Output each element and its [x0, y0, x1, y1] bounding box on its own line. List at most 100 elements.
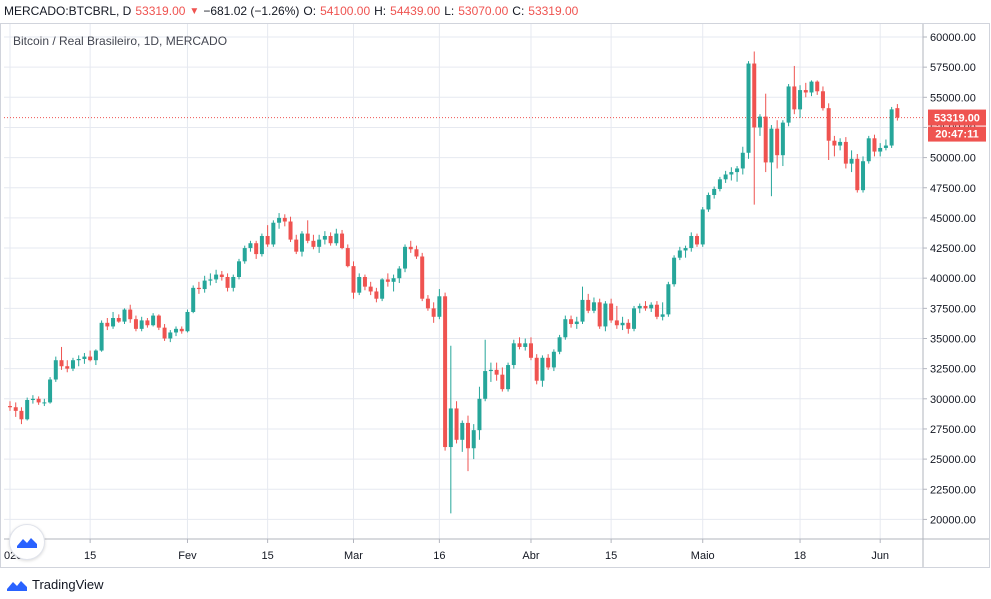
candle-body	[466, 422, 470, 449]
candle-body	[174, 328, 179, 333]
candle-body	[763, 116, 768, 163]
x-tick-label: Fev	[178, 550, 197, 562]
candle-body	[151, 315, 156, 326]
footer-brand[interactable]: TradingView	[32, 577, 104, 592]
candle-body	[380, 279, 385, 299]
candle-body	[93, 350, 98, 361]
candle-body	[775, 128, 780, 156]
candle-body	[666, 284, 671, 315]
candle-body	[53, 360, 58, 380]
candle-body	[769, 128, 774, 163]
tradingview-logo-icon[interactable]	[6, 578, 28, 592]
candle-body	[569, 319, 574, 325]
candle-body	[25, 400, 30, 420]
x-tick-label: Maio	[691, 550, 715, 562]
candle-body	[156, 315, 161, 328]
chart-area[interactable]: 020 15 Fev 15 Mar 16 Abr 15 Maio 18 Jun 60000.00 575…	[0, 23, 991, 568]
candle-body	[259, 235, 264, 255]
y-tick-label: 55000.00	[930, 92, 976, 104]
x-tick-label: 15	[605, 550, 617, 562]
candle-body	[649, 304, 654, 309]
y-tick-label: 47500.00	[930, 183, 976, 195]
candle-body	[832, 140, 837, 146]
candle-body	[803, 90, 808, 93]
candle-body	[683, 248, 688, 251]
candle-body	[677, 250, 682, 258]
candle-body	[843, 141, 848, 164]
x-tick-label: 15	[262, 550, 274, 562]
candle-body	[740, 152, 745, 169]
candle-body	[88, 356, 93, 361]
candle-body	[237, 261, 241, 277]
y-tick-label: 45000.00	[930, 213, 976, 225]
candlestick-chart[interactable]: 020 15 Fev 15 Mar 16 Abr 15 Maio 18 Jun60000.00575…	[0, 23, 991, 568]
candle-body	[282, 217, 287, 222]
candle-body	[494, 369, 499, 375]
candle-body	[471, 430, 476, 449]
tradingview-badge-glyph	[17, 538, 37, 548]
candle-body	[609, 303, 614, 321]
candle-body	[597, 302, 602, 327]
candle-body	[660, 314, 665, 317]
candle-body	[162, 327, 167, 339]
candle-body	[700, 209, 705, 245]
y-tick-label: 57500.00	[930, 62, 976, 74]
open-value: 54100.00	[320, 4, 371, 18]
x-tick-label: Jun	[871, 550, 889, 562]
candle-body	[65, 366, 70, 369]
last-price: 53319.00	[135, 4, 186, 18]
candle-body	[397, 268, 402, 279]
candle-body	[299, 233, 304, 252]
candle-body	[517, 343, 522, 347]
candle-body	[357, 276, 362, 293]
candle-body	[792, 86, 797, 110]
candle-body	[735, 168, 740, 173]
symbol-header: MERCADO:BTCBRL, D 53319.00 ▼ −681.02 (−1…	[4, 3, 578, 19]
candle-body	[488, 369, 493, 372]
candle-body	[311, 240, 316, 247]
y-tick-label: 37500.00	[930, 303, 976, 315]
y-tick-label: 25000.00	[930, 454, 976, 466]
candle-body	[483, 371, 488, 399]
last-price-label-bg	[928, 109, 986, 126]
candle-body	[139, 320, 144, 329]
symbol-name[interactable]: MERCADO:BTCBRL, D	[4, 4, 132, 18]
candle-body	[528, 343, 533, 358]
candle-body	[368, 286, 373, 292]
candle-body	[849, 158, 854, 164]
candle-body	[105, 322, 110, 327]
candle-body	[746, 63, 751, 153]
tradingview-badge-icon[interactable]	[9, 524, 45, 560]
x-tick-label: 16	[433, 550, 445, 562]
candle-body	[672, 257, 677, 285]
candle-body	[202, 280, 207, 290]
candle-body	[614, 320, 619, 326]
x-tick-label: 15	[84, 550, 96, 562]
candle-body	[443, 296, 448, 448]
candle-body	[19, 410, 24, 420]
candle-body	[729, 172, 734, 175]
candle-body	[809, 81, 814, 93]
candle-body	[191, 287, 196, 312]
low-label: L:	[444, 4, 455, 18]
price-change: −681.02 (−1.26%)	[203, 4, 300, 18]
candle-body	[317, 239, 322, 247]
candle-body	[637, 305, 642, 309]
candle-body	[706, 194, 711, 210]
candle-body	[76, 359, 81, 361]
candle-body	[546, 357, 551, 368]
candle-body	[403, 246, 408, 269]
candle-body	[506, 365, 511, 390]
last-price-label: 53319.00	[934, 113, 980, 125]
candle-body	[878, 147, 883, 152]
candle-body	[500, 374, 505, 390]
x-tick-label: Abr	[522, 550, 539, 562]
candle-body	[408, 246, 413, 250]
x-tick-label: 18	[794, 550, 806, 562]
candle-body	[122, 309, 127, 322]
candle-body	[271, 222, 276, 245]
candle-body	[820, 91, 825, 109]
candle-body	[780, 122, 785, 156]
candle-body	[717, 179, 722, 189]
candle-body	[305, 233, 310, 241]
